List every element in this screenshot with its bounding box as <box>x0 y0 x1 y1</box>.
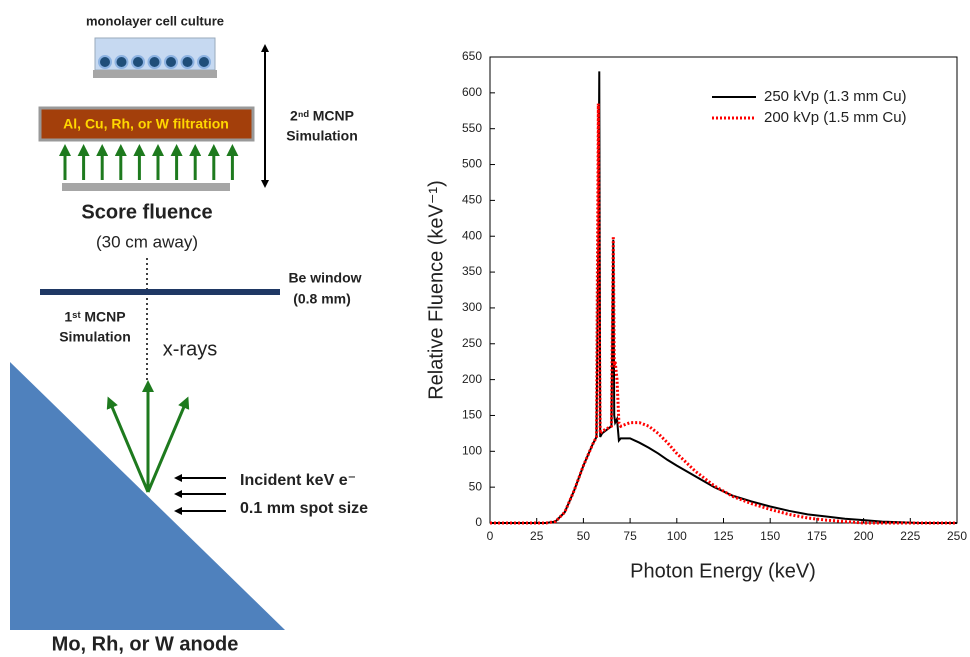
incident-label: 0.1 mm spot size <box>240 500 368 517</box>
be-window <box>40 289 280 295</box>
x-tick-label: 225 <box>900 529 920 543</box>
incident-label: Incident keV e⁻ <box>240 472 356 489</box>
cell <box>98 55 112 69</box>
cell <box>197 55 211 69</box>
cell <box>164 55 178 69</box>
filtration-label: Al, Cu, Rh, or W filtration <box>63 116 229 132</box>
sim2-label: Simulation <box>286 128 358 144</box>
score-plate <box>62 183 230 191</box>
chart: Photon Energy (keV) Relative Fluence (ke… <box>425 49 967 582</box>
sim1-label: Simulation <box>59 329 131 345</box>
plot-frame <box>489 56 958 524</box>
cell <box>180 55 195 69</box>
y-tick-label: 400 <box>462 228 482 242</box>
cell <box>131 55 145 69</box>
y-tick-label: 50 <box>469 479 483 493</box>
score-distance: (30 cm away) <box>96 232 198 251</box>
window-thickness: (0.8 mm) <box>293 291 351 307</box>
score-label: Score fluence <box>81 201 212 223</box>
legend-label: 250 kVp (1.3 mm Cu) <box>764 88 907 105</box>
x-tick-label: 75 <box>623 529 637 543</box>
x-tick-label: 125 <box>713 529 733 543</box>
xray-label: x-rays <box>163 338 217 360</box>
y-tick-label: 650 <box>462 49 482 63</box>
x-tick-label: 150 <box>760 529 780 543</box>
x-tick-label: 100 <box>667 529 687 543</box>
xray-arrow <box>106 396 150 493</box>
cell <box>147 55 162 69</box>
sim2-label: 2ⁿᵈ MCNP <box>290 108 354 124</box>
cell <box>114 55 129 69</box>
culture-plate <box>93 70 217 78</box>
y-tick-label: 350 <box>462 264 482 278</box>
cells <box>98 55 211 69</box>
y-tick-label: 100 <box>462 443 482 457</box>
diagram: monolayer cell culture Al, Cu, Rh, or W … <box>10 13 368 655</box>
y-tick-label: 0 <box>475 515 482 529</box>
legend-label: 200 kVp (1.5 mm Cu) <box>764 109 907 126</box>
series-line <box>490 71 957 524</box>
y-tick-label: 550 <box>462 121 482 135</box>
window-label: Be window <box>288 270 361 286</box>
fluence-arrows <box>59 144 239 180</box>
sim1-label: 1ˢᵗ MCNP <box>64 309 125 325</box>
x-tick-label: 250 <box>947 529 967 543</box>
series-line <box>490 103 957 525</box>
y-tick-label: 300 <box>462 300 482 314</box>
filter <box>38 106 255 142</box>
y-tick-label: 250 <box>462 336 482 350</box>
y-axis-label: Relative Fluence (keV⁻¹) <box>425 180 447 400</box>
x-tick-label: 25 <box>530 529 544 543</box>
x-tick-label: 175 <box>807 529 827 543</box>
anode-label: Mo, Rh, or W anode <box>52 633 239 655</box>
anode <box>10 362 285 630</box>
x-axis-label: Photon Energy (keV) <box>630 560 816 582</box>
y-tick-label: 450 <box>462 193 482 207</box>
x-tick-label: 0 <box>487 529 494 543</box>
xray-arrow <box>146 396 190 493</box>
x-tick-label: 200 <box>854 529 874 543</box>
y-tick-label: 150 <box>462 408 482 422</box>
y-tick-label: 200 <box>462 372 482 386</box>
y-tick-label: 600 <box>462 85 482 99</box>
culture-label: monolayer cell culture <box>86 13 224 28</box>
y-tick-label: 500 <box>462 157 482 171</box>
x-tick-label: 50 <box>577 529 591 543</box>
